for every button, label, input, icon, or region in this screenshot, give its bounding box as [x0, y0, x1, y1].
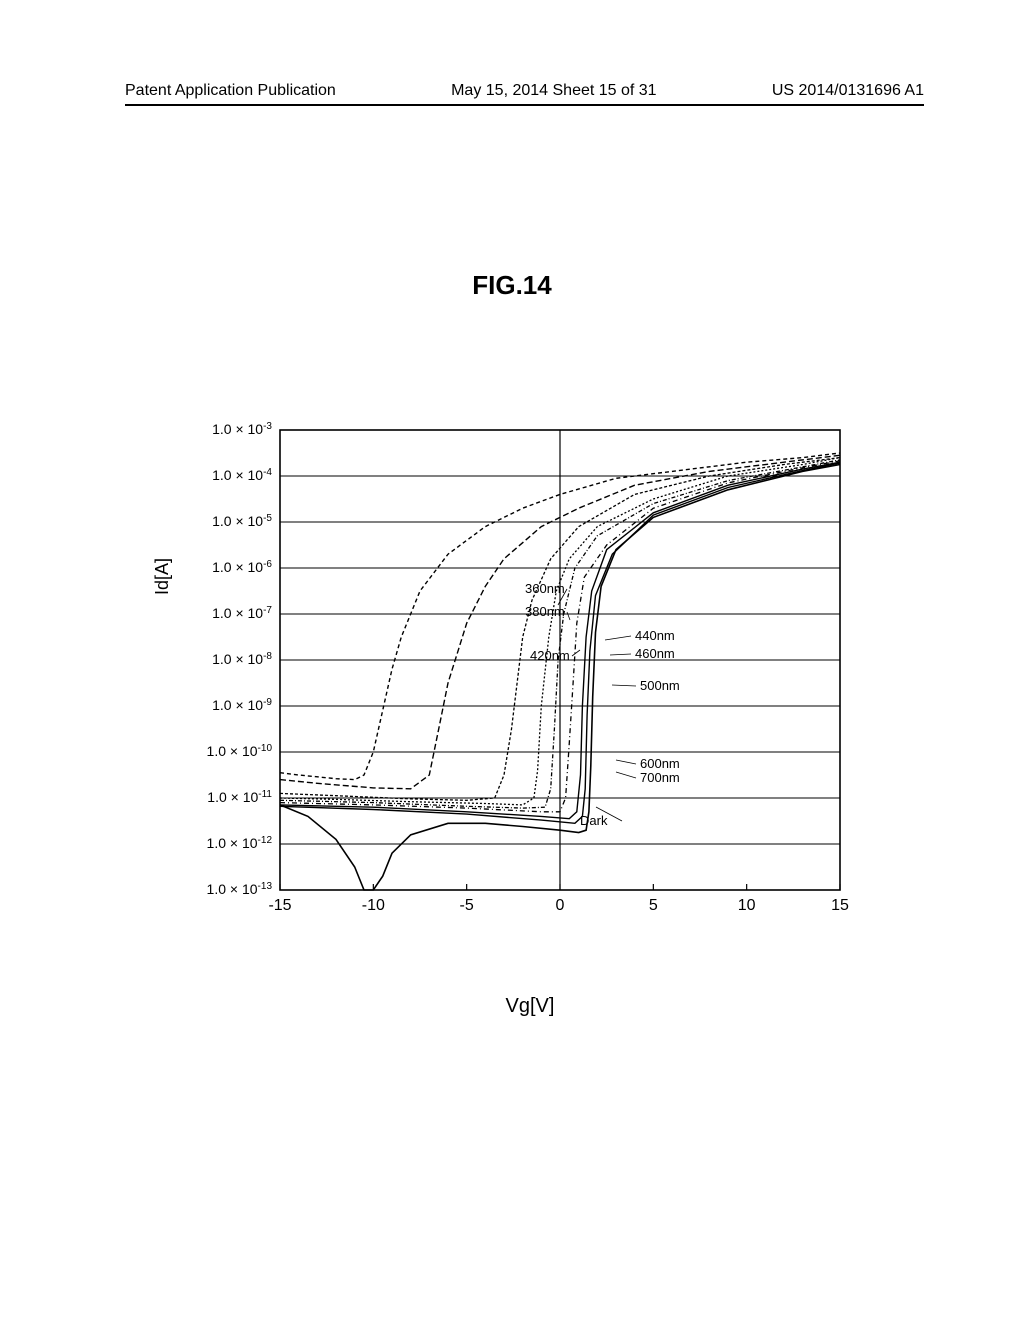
- header-mid: May 15, 2014 Sheet 15 of 31: [451, 82, 656, 100]
- curve-label-Dark: Dark: [580, 813, 608, 828]
- svg-text:-15: -15: [268, 897, 291, 914]
- curve-label-420nm: 420nm: [530, 648, 570, 663]
- curve-label-500nm: 500nm: [640, 678, 680, 693]
- svg-text:15: 15: [831, 897, 849, 914]
- svg-text:1.0 × 10-13: 1.0 × 10-13: [207, 881, 273, 898]
- svg-text:1.0 × 10-9: 1.0 × 10-9: [212, 697, 272, 714]
- page-header: Patent Application Publication May 15, 2…: [125, 82, 924, 106]
- y-axis-label: Id[A]: [152, 558, 173, 595]
- svg-text:1.0 × 10-3: 1.0 × 10-3: [212, 421, 272, 438]
- svg-text:1.0 × 10-7: 1.0 × 10-7: [212, 605, 272, 622]
- svg-text:10: 10: [738, 897, 756, 914]
- chart-svg: 1.0 × 10-13 1.0 × 10-12 1.0 × 10-11 1.0 × 1…: [180, 420, 880, 940]
- curve-label-440nm: 440nm: [635, 628, 675, 643]
- svg-text:5: 5: [649, 897, 658, 914]
- svg-text:1.0 × 10-12: 1.0 × 10-12: [207, 835, 273, 852]
- svg-text:1.0 × 10-6: 1.0 × 10-6: [212, 559, 272, 576]
- header-right: US 2014/0131696 A1: [772, 82, 924, 100]
- figure-title: FIG.14: [0, 270, 1024, 301]
- header-left: Patent Application Publication: [125, 82, 336, 100]
- svg-text:1.0 × 10-4: 1.0 × 10-4: [212, 467, 272, 484]
- svg-text:1.0 × 10-10: 1.0 × 10-10: [207, 743, 273, 760]
- curve-label-700nm: 700nm: [640, 770, 680, 785]
- svg-text:1.0 × 10-5: 1.0 × 10-5: [212, 513, 272, 530]
- x-axis-label: Vg[V]: [180, 995, 880, 1018]
- svg-text:0: 0: [556, 897, 565, 914]
- svg-text:-10: -10: [362, 897, 385, 914]
- svg-text:1.0 × 10-8: 1.0 × 10-8: [212, 651, 272, 668]
- curve-label-460nm: 460nm: [635, 646, 675, 661]
- svg-text:-5: -5: [460, 897, 474, 914]
- page: Patent Application Publication May 15, 2…: [0, 0, 1024, 1320]
- svg-text:1.0 × 10-11: 1.0 × 10-11: [207, 789, 272, 806]
- curve-label-600nm: 600nm: [640, 756, 680, 771]
- chart-container: Id[A] 1.0 × 10-131.0 × 10-121.0 × 10-111…: [180, 420, 880, 980]
